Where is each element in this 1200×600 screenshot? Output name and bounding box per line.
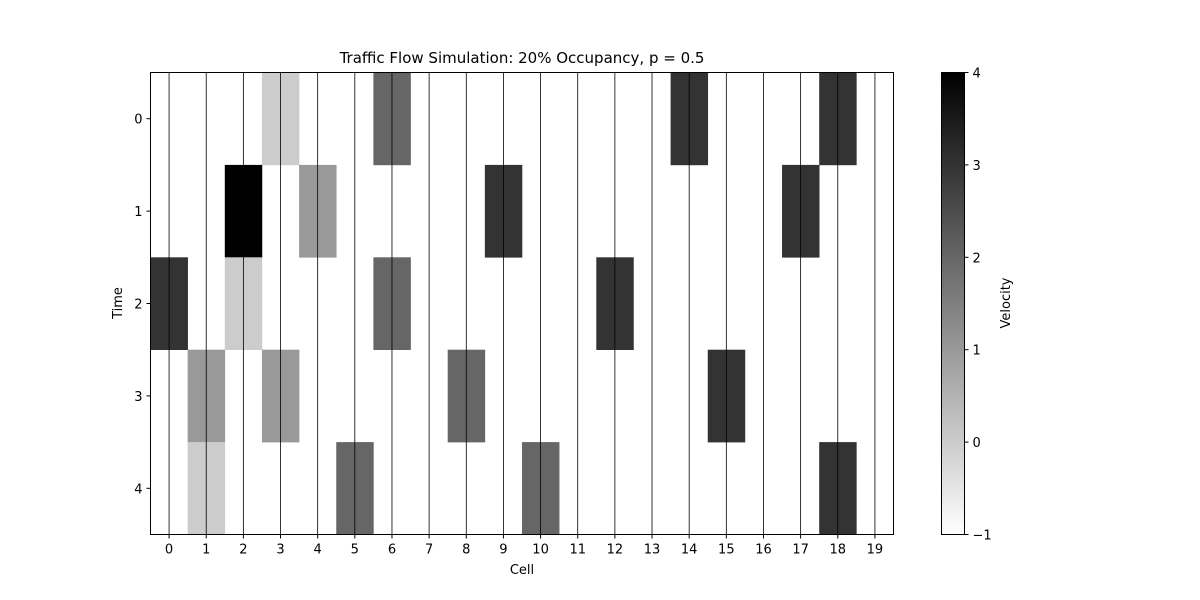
x-tick-label: 11 bbox=[569, 543, 586, 558]
y-tick-label: 4 bbox=[134, 482, 142, 497]
y-axis-ticks: 0 1 2 3 4 bbox=[134, 113, 151, 497]
colorbar bbox=[941, 72, 965, 535]
colorbar-tick-label: −1 bbox=[973, 529, 992, 544]
colorbar-ticks: 4 3 2 1 0 −1 bbox=[964, 67, 992, 544]
x-tick-label: 18 bbox=[830, 543, 847, 558]
x-tick-label: 1 bbox=[202, 543, 210, 558]
y-tick-label: 1 bbox=[134, 205, 142, 220]
x-tick-label: 16 bbox=[755, 543, 772, 558]
y-tick-label: 0 bbox=[134, 113, 142, 128]
x-axis-ticks: 0 1 2 3 4 5 6 7 8 9 10 11 12 13 14 15 16 17 18 19 bbox=[165, 534, 884, 558]
x-tick-label: 14 bbox=[681, 543, 698, 558]
x-tick-label: 3 bbox=[276, 543, 284, 558]
x-tick-label: 9 bbox=[499, 543, 507, 558]
chart-title: Traffic Flow Simulation: 20% Occupancy, … bbox=[339, 49, 705, 67]
colorbar-label: Velocity bbox=[999, 277, 1014, 328]
x-tick-label: 15 bbox=[718, 543, 735, 558]
colorbar-tick-label: 3 bbox=[973, 159, 981, 174]
y-axis-label: Time bbox=[111, 287, 126, 320]
colorbar-tick-label: 2 bbox=[973, 251, 981, 266]
x-tick-label: 6 bbox=[388, 543, 396, 558]
x-tick-label: 7 bbox=[425, 543, 433, 558]
x-tick-label: 12 bbox=[607, 543, 624, 558]
y-tick-label: 2 bbox=[134, 298, 142, 313]
colorbar-tick-label: 4 bbox=[973, 67, 981, 82]
colorbar-tick-label: 1 bbox=[973, 344, 981, 359]
x-axis-label: Cell bbox=[510, 563, 534, 578]
x-tick-label: 8 bbox=[462, 543, 470, 558]
x-tick-label: 5 bbox=[351, 543, 359, 558]
x-tick-label: 10 bbox=[532, 543, 549, 558]
heatmap-gridlines bbox=[168, 72, 876, 535]
x-tick-label: 4 bbox=[314, 543, 322, 558]
x-tick-label: 19 bbox=[867, 543, 884, 558]
x-tick-label: 13 bbox=[644, 543, 661, 558]
colorbar-tick-label: 0 bbox=[973, 436, 981, 451]
x-tick-label: 17 bbox=[792, 543, 809, 558]
x-tick-label: 0 bbox=[165, 543, 173, 558]
x-tick-label: 2 bbox=[239, 543, 247, 558]
y-tick-label: 3 bbox=[134, 390, 142, 405]
